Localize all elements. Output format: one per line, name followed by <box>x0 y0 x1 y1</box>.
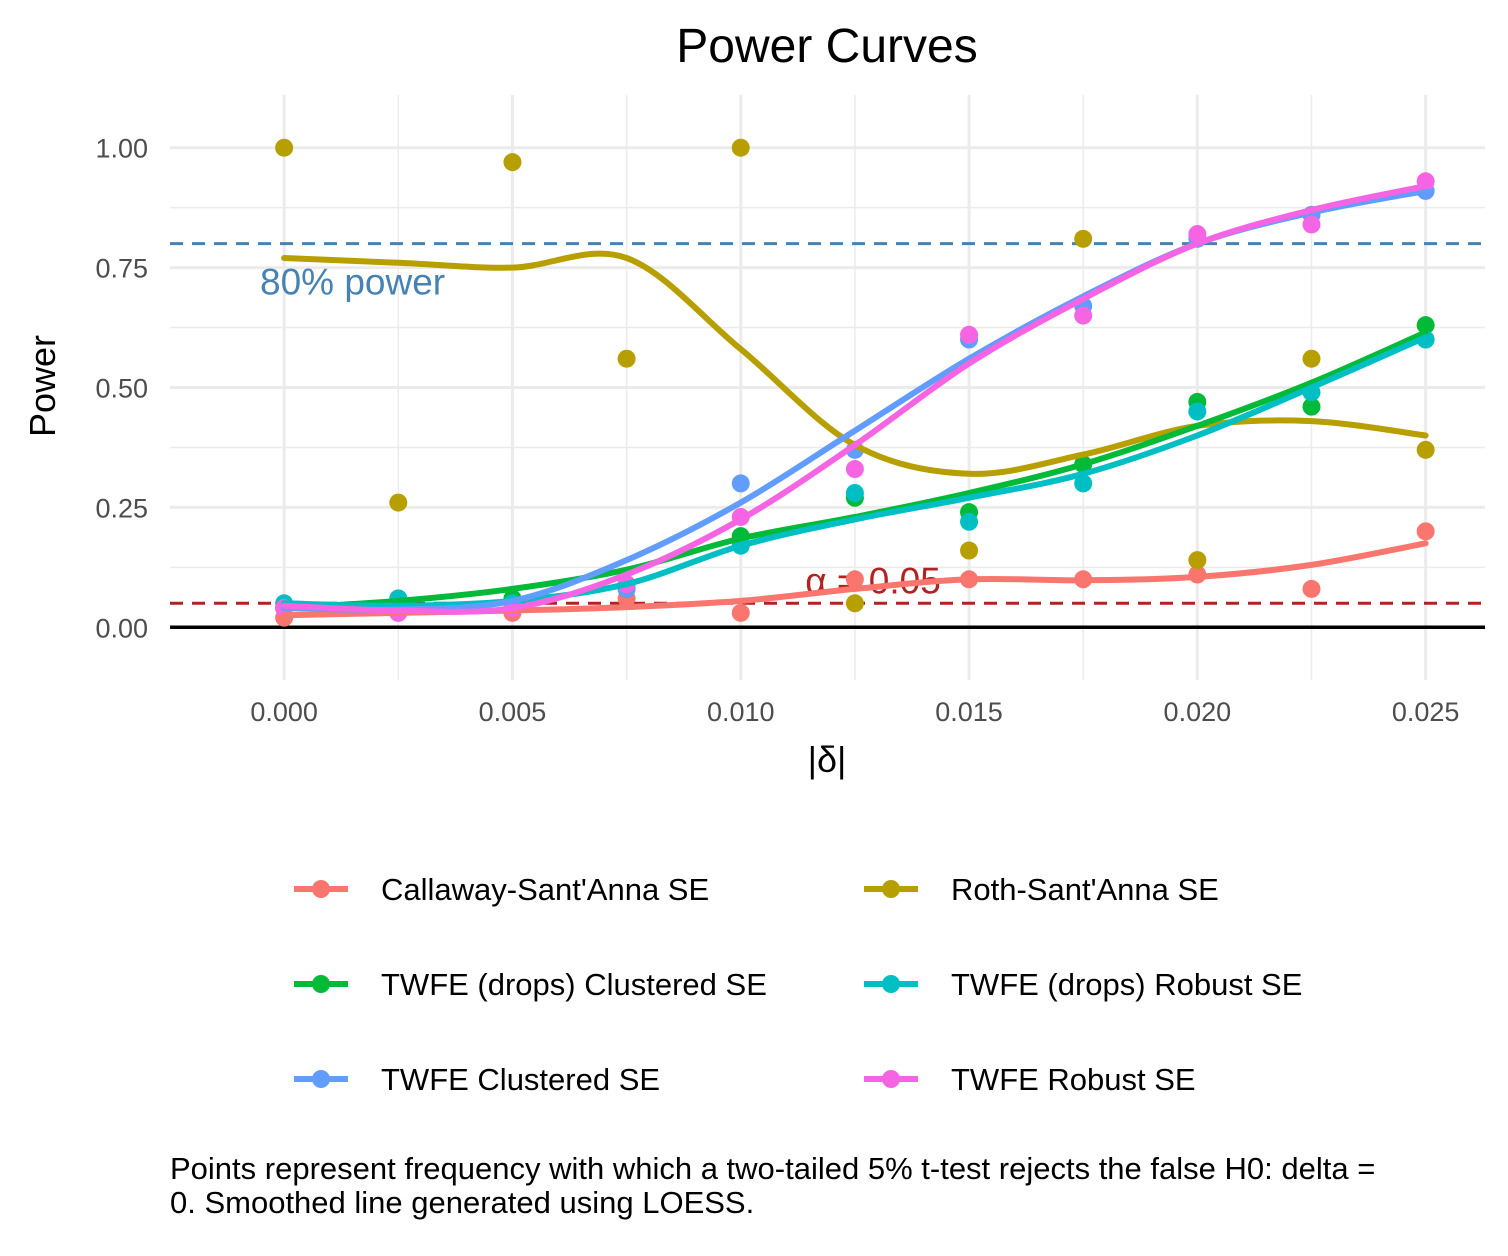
x-tick-label: 0.015 <box>935 697 1003 727</box>
legend-marker <box>312 1070 330 1088</box>
x-tick-label: 0.020 <box>1164 697 1232 727</box>
data-point <box>1188 551 1207 570</box>
y-tick-label: 0.75 <box>95 254 148 284</box>
data-point <box>845 570 864 589</box>
data-point <box>1074 306 1093 325</box>
legend-marker <box>312 880 330 898</box>
y-tick-label: 1.00 <box>95 134 148 164</box>
legend-marker <box>882 880 900 898</box>
data-point <box>1416 522 1435 541</box>
data-point <box>845 483 864 502</box>
legend-marker <box>312 975 330 993</box>
data-point <box>1416 316 1435 335</box>
legend: Callaway-Sant'Anna SE Roth-Sant'Anna SE TW… <box>294 872 1302 1097</box>
legend-marker <box>882 1070 900 1088</box>
caption-line-1: Points represent frequency with which a … <box>170 1151 1376 1186</box>
y-tick-label: 0.00 <box>95 613 148 643</box>
y-tick-label: 0.50 <box>95 374 148 404</box>
legend-marker <box>882 975 900 993</box>
data-point <box>617 349 636 368</box>
chart-title: Power Curves <box>676 20 977 73</box>
x-tick-label: 0.025 <box>1392 697 1460 727</box>
y-axis-label: Power <box>22 335 63 437</box>
x-tick-label: 0.005 <box>479 697 547 727</box>
data-point <box>1188 402 1207 421</box>
axis-labels-layer: 0.000 0.005 0.010 0.015 0.020 0.025 0.00 0.25 0.… <box>95 134 1459 727</box>
data-point <box>845 594 864 613</box>
data-point <box>960 541 979 560</box>
x-tick-label: 0.010 <box>707 697 775 727</box>
data-point <box>1302 397 1321 416</box>
data-point <box>960 325 979 344</box>
data-point <box>1302 349 1321 368</box>
legend-label: Roth-Sant'Anna SE <box>951 872 1219 907</box>
data-point <box>275 138 294 157</box>
smooth-lines-layer <box>281 183 1429 619</box>
data-point <box>731 603 750 622</box>
y-tick-label: 0.25 <box>95 493 148 523</box>
data-point <box>1302 215 1321 234</box>
caption-line-2: 0. Smoothed line generated using LOESS. <box>170 1185 755 1220</box>
legend-label: TWFE Clustered SE <box>381 1062 660 1097</box>
data-point <box>1188 225 1207 244</box>
data-point <box>1074 474 1093 493</box>
data-point <box>389 493 408 512</box>
x-axis-label: |δ| <box>808 739 847 780</box>
x-tick-label: 0.000 <box>250 697 318 727</box>
data-point <box>1416 440 1435 459</box>
data-point <box>731 474 750 493</box>
legend-label: TWFE (drops) Clustered SE <box>381 967 767 1002</box>
data-point <box>731 138 750 157</box>
data-point <box>960 512 979 531</box>
power-80-annotation: 80% power <box>260 262 445 303</box>
data-point <box>845 460 864 479</box>
data-point <box>503 153 522 172</box>
chart-caption: Points represent frequency with which a … <box>170 1152 1508 1220</box>
data-point <box>1302 579 1321 598</box>
legend-label: Callaway-Sant'Anna SE <box>381 872 709 907</box>
legend-label: TWFE Robust SE <box>951 1062 1196 1097</box>
legend-label: TWFE (drops) Robust SE <box>951 967 1302 1002</box>
smooth-line <box>281 183 1429 615</box>
data-point <box>1074 229 1093 248</box>
